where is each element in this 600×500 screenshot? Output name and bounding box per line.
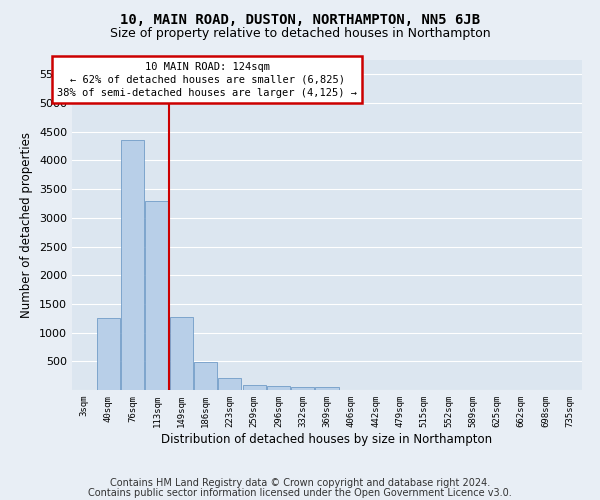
Bar [97, 318, 120, 390]
Text: Contains public sector information licensed under the Open Government Licence v3: Contains public sector information licen… [88, 488, 512, 498]
Bar [121, 140, 144, 390]
Bar [170, 317, 193, 390]
Bar [242, 385, 266, 390]
Bar [194, 362, 217, 390]
Bar [291, 387, 314, 390]
Text: 10, MAIN ROAD, DUSTON, NORTHAMPTON, NN5 6JB: 10, MAIN ROAD, DUSTON, NORTHAMPTON, NN5 … [120, 12, 480, 26]
Bar [267, 386, 290, 390]
Bar [145, 200, 169, 390]
Y-axis label: Number of detached properties: Number of detached properties [20, 132, 34, 318]
X-axis label: Distribution of detached houses by size in Northampton: Distribution of detached houses by size … [161, 432, 493, 446]
Bar [218, 378, 241, 390]
Text: Size of property relative to detached houses in Northampton: Size of property relative to detached ho… [110, 28, 490, 40]
Bar [316, 387, 338, 390]
Text: Contains HM Land Registry data © Crown copyright and database right 2024.: Contains HM Land Registry data © Crown c… [110, 478, 490, 488]
Text: 10 MAIN ROAD: 124sqm
← 62% of detached houses are smaller (6,825)
38% of semi-de: 10 MAIN ROAD: 124sqm ← 62% of detached h… [57, 62, 357, 98]
